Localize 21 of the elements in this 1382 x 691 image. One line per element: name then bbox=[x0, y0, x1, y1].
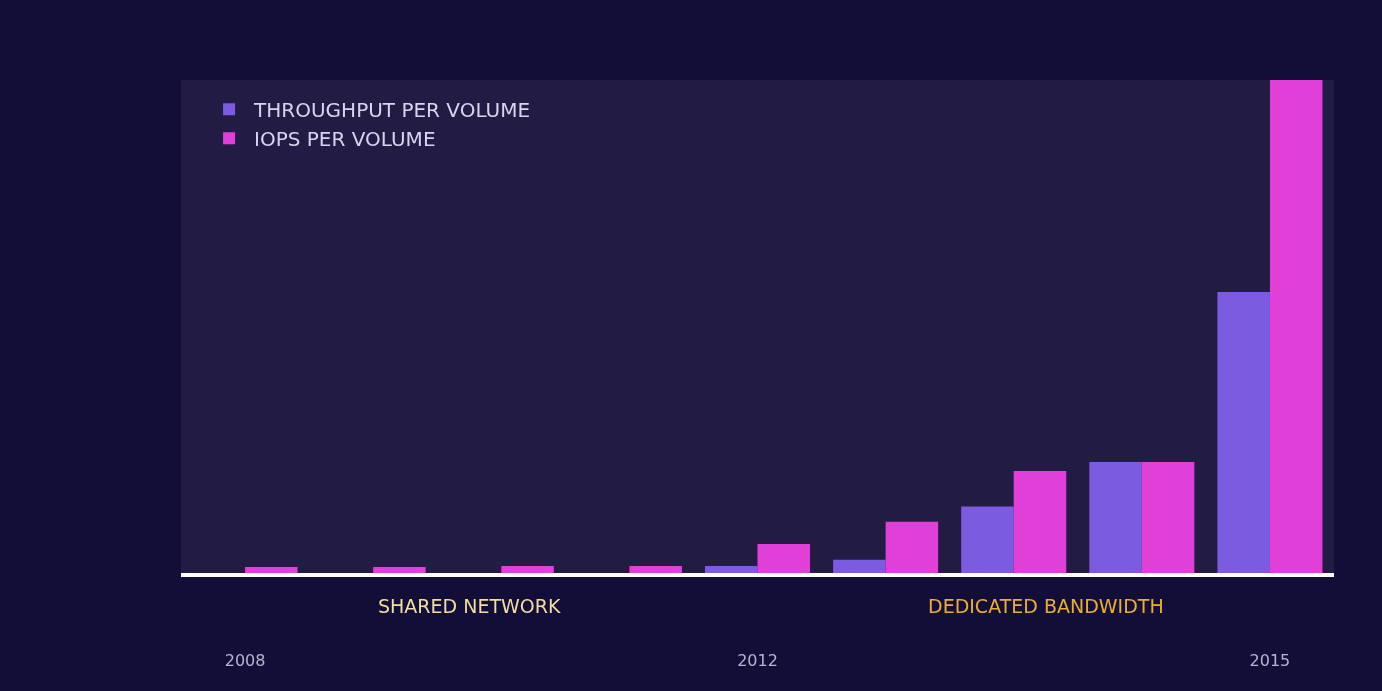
bar bbox=[1141, 462, 1195, 573]
legend-label: THROUGHPUT PER VOLUME bbox=[253, 98, 531, 123]
x-tick-label: 2012 bbox=[737, 651, 778, 671]
x-tick-label: 2008 bbox=[224, 651, 266, 671]
bar bbox=[757, 543, 811, 573]
bar bbox=[245, 567, 298, 573]
bar bbox=[629, 566, 682, 573]
bar bbox=[704, 566, 758, 573]
bar bbox=[1269, 80, 1323, 573]
bar bbox=[1217, 291, 1270, 573]
bar bbox=[373, 567, 426, 573]
legend-label: IOPS PER VOLUME bbox=[254, 127, 436, 152]
bar bbox=[1013, 470, 1067, 573]
bar bbox=[833, 559, 886, 573]
text: SHARED NETWORK bbox=[378, 595, 561, 617]
bar bbox=[1089, 462, 1142, 573]
bar bbox=[885, 521, 939, 573]
bar bbox=[501, 566, 554, 573]
text: DEDICATED BANDWIDTH bbox=[928, 595, 1164, 617]
x-tick-label: 2015 bbox=[1249, 651, 1291, 671]
bar bbox=[961, 506, 1014, 573]
